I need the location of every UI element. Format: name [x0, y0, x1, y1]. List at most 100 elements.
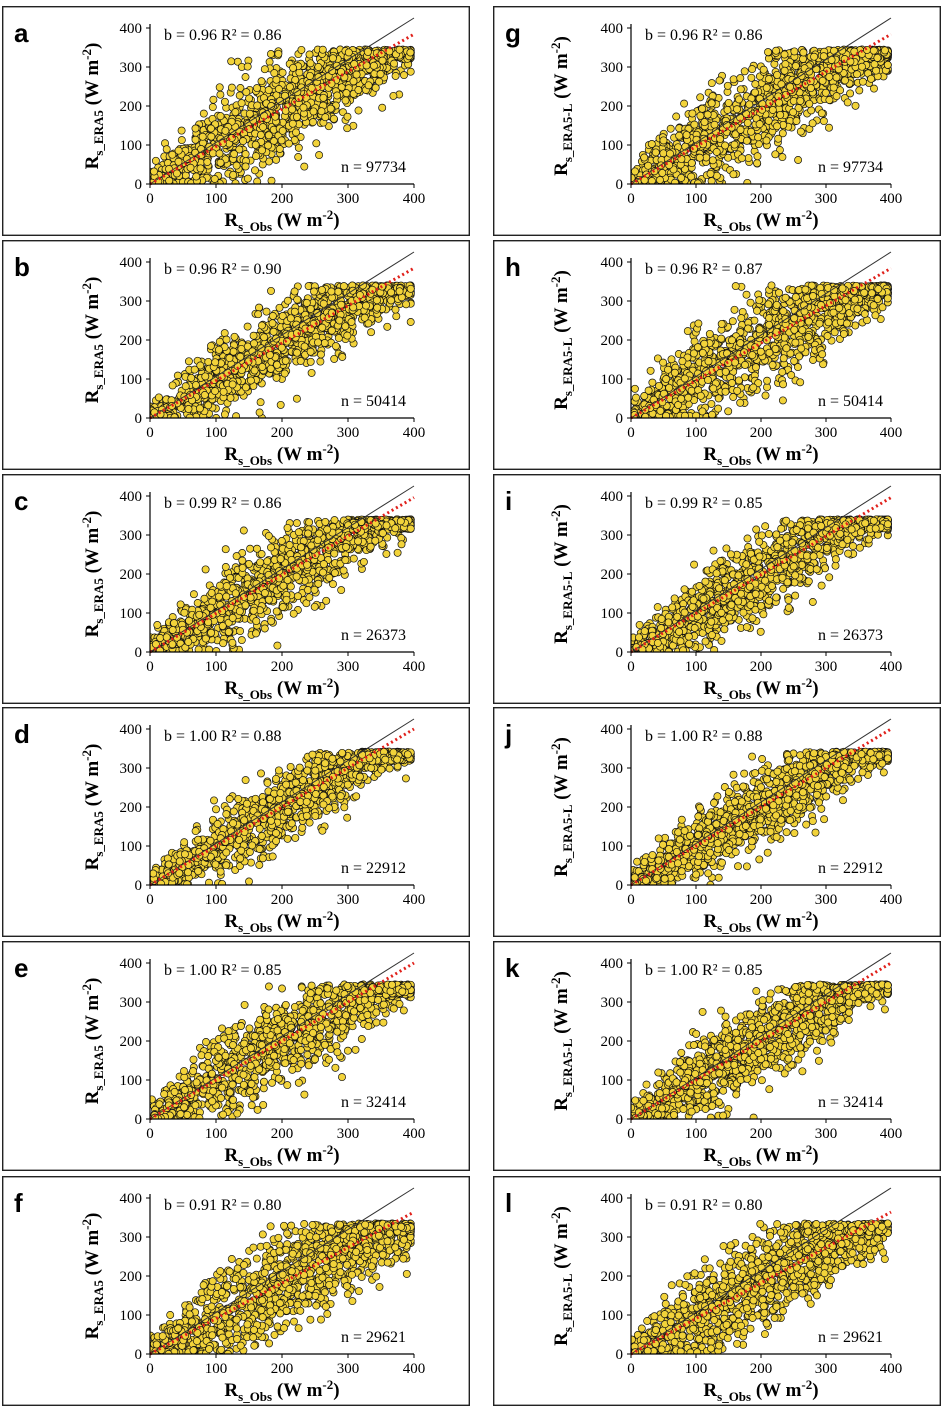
scatter-point [223, 336, 230, 343]
scatter-point [297, 544, 304, 551]
scatter-point [240, 527, 247, 534]
scatter-point [390, 92, 397, 99]
scatter-point [243, 89, 250, 96]
scatter-point [386, 765, 393, 772]
scatter-point [309, 119, 316, 126]
scatter-point [294, 593, 301, 600]
sample-size: n = 97734 [341, 159, 406, 176]
scatter-point [350, 78, 357, 85]
scatter-point [257, 559, 264, 566]
scatter-point [256, 409, 263, 416]
scatter-point [201, 595, 208, 602]
scatter-point [328, 288, 335, 295]
y-tick-label: 0 [135, 411, 143, 427]
scatter-point [295, 144, 302, 151]
scatter-point [295, 153, 302, 160]
y-tick-label: 100 [120, 606, 143, 622]
scatter-point [300, 104, 307, 111]
sample-size: n = 50414 [341, 393, 406, 410]
scatter-point [256, 861, 263, 868]
scatter-point [182, 383, 189, 390]
scatter-point [341, 804, 348, 811]
scatter-point [259, 124, 266, 131]
scatter-point [318, 286, 325, 293]
scatter-point [289, 120, 296, 127]
scatter-point [250, 332, 257, 339]
scatter-point [407, 525, 414, 532]
scatter-point [286, 83, 293, 90]
scatter-point [316, 530, 323, 537]
scatter-point [256, 825, 263, 832]
scatter-point [232, 109, 239, 116]
scatter-point [181, 839, 188, 846]
scatter-point [340, 567, 347, 574]
scatter-point [254, 102, 261, 109]
x-tick-label: 0 [146, 191, 154, 207]
scatter-point [267, 544, 274, 551]
scatter-point [310, 288, 317, 295]
scatter-point [251, 167, 258, 174]
scatter-point [258, 147, 265, 154]
y-tick-label: 100 [120, 372, 143, 388]
scatter-point [356, 291, 363, 298]
scatter-point [199, 133, 206, 140]
x-tick-label: 400 [403, 425, 426, 441]
scatter-point [258, 550, 265, 557]
x-tick-label: 200 [271, 659, 294, 675]
scatter-point [314, 537, 321, 544]
scatter-point [190, 591, 197, 598]
scatter-point [291, 308, 298, 315]
scatter-point [270, 328, 277, 335]
scatter-point [275, 85, 282, 92]
scatter-point [342, 97, 349, 104]
panel-letter: c [14, 486, 28, 516]
scatter-point [193, 173, 200, 180]
scatter-point [301, 343, 308, 350]
scatter-point [279, 127, 286, 134]
scatter-point [377, 71, 384, 78]
scatter-point [247, 377, 254, 384]
scatter-point [315, 63, 322, 70]
scatter-point [242, 602, 249, 609]
panel-letter: a [14, 18, 29, 48]
scatter-point [284, 524, 291, 531]
y-tick-label: 400 [120, 255, 143, 271]
x-tick-label: 300 [337, 191, 360, 207]
scatter-point [393, 313, 400, 320]
scatter-point [298, 46, 305, 53]
y-tick-label: 300 [120, 60, 143, 76]
scatter-point [240, 138, 247, 145]
scatter-point [306, 72, 313, 79]
scatter-point [279, 69, 286, 76]
scatter-point [372, 537, 379, 544]
scatter-point [311, 603, 318, 610]
scatter-point [342, 323, 349, 330]
scatter-point [244, 323, 251, 330]
scatter-point [222, 127, 229, 134]
scatter-point [222, 546, 229, 553]
scatter-point [392, 525, 399, 532]
scatter-point [314, 339, 321, 346]
y-tick-label: 300 [120, 294, 143, 310]
scatter-point [282, 357, 289, 364]
scatter-point [257, 399, 264, 406]
y-tick-label: 0 [135, 177, 143, 193]
regression-stats: b = 0.96 R² = 0.86 [164, 27, 282, 44]
scatter-point [388, 297, 395, 304]
scatter-point [277, 401, 284, 408]
scatter-point [332, 343, 339, 350]
scatter-point [228, 84, 235, 91]
scatter-point [265, 142, 272, 149]
scatter-point [185, 358, 192, 365]
scatter-point [319, 827, 326, 834]
scatter-point [370, 62, 377, 69]
scatter-point [246, 110, 253, 117]
scatter-point [247, 545, 254, 552]
scatter-point [322, 518, 329, 525]
scatter-point [181, 609, 188, 616]
scatter-point [187, 164, 194, 171]
scatter-point [364, 48, 371, 55]
scatter-point [239, 564, 246, 571]
x-tick-label: 0 [146, 425, 154, 441]
scatter-point [175, 147, 182, 154]
